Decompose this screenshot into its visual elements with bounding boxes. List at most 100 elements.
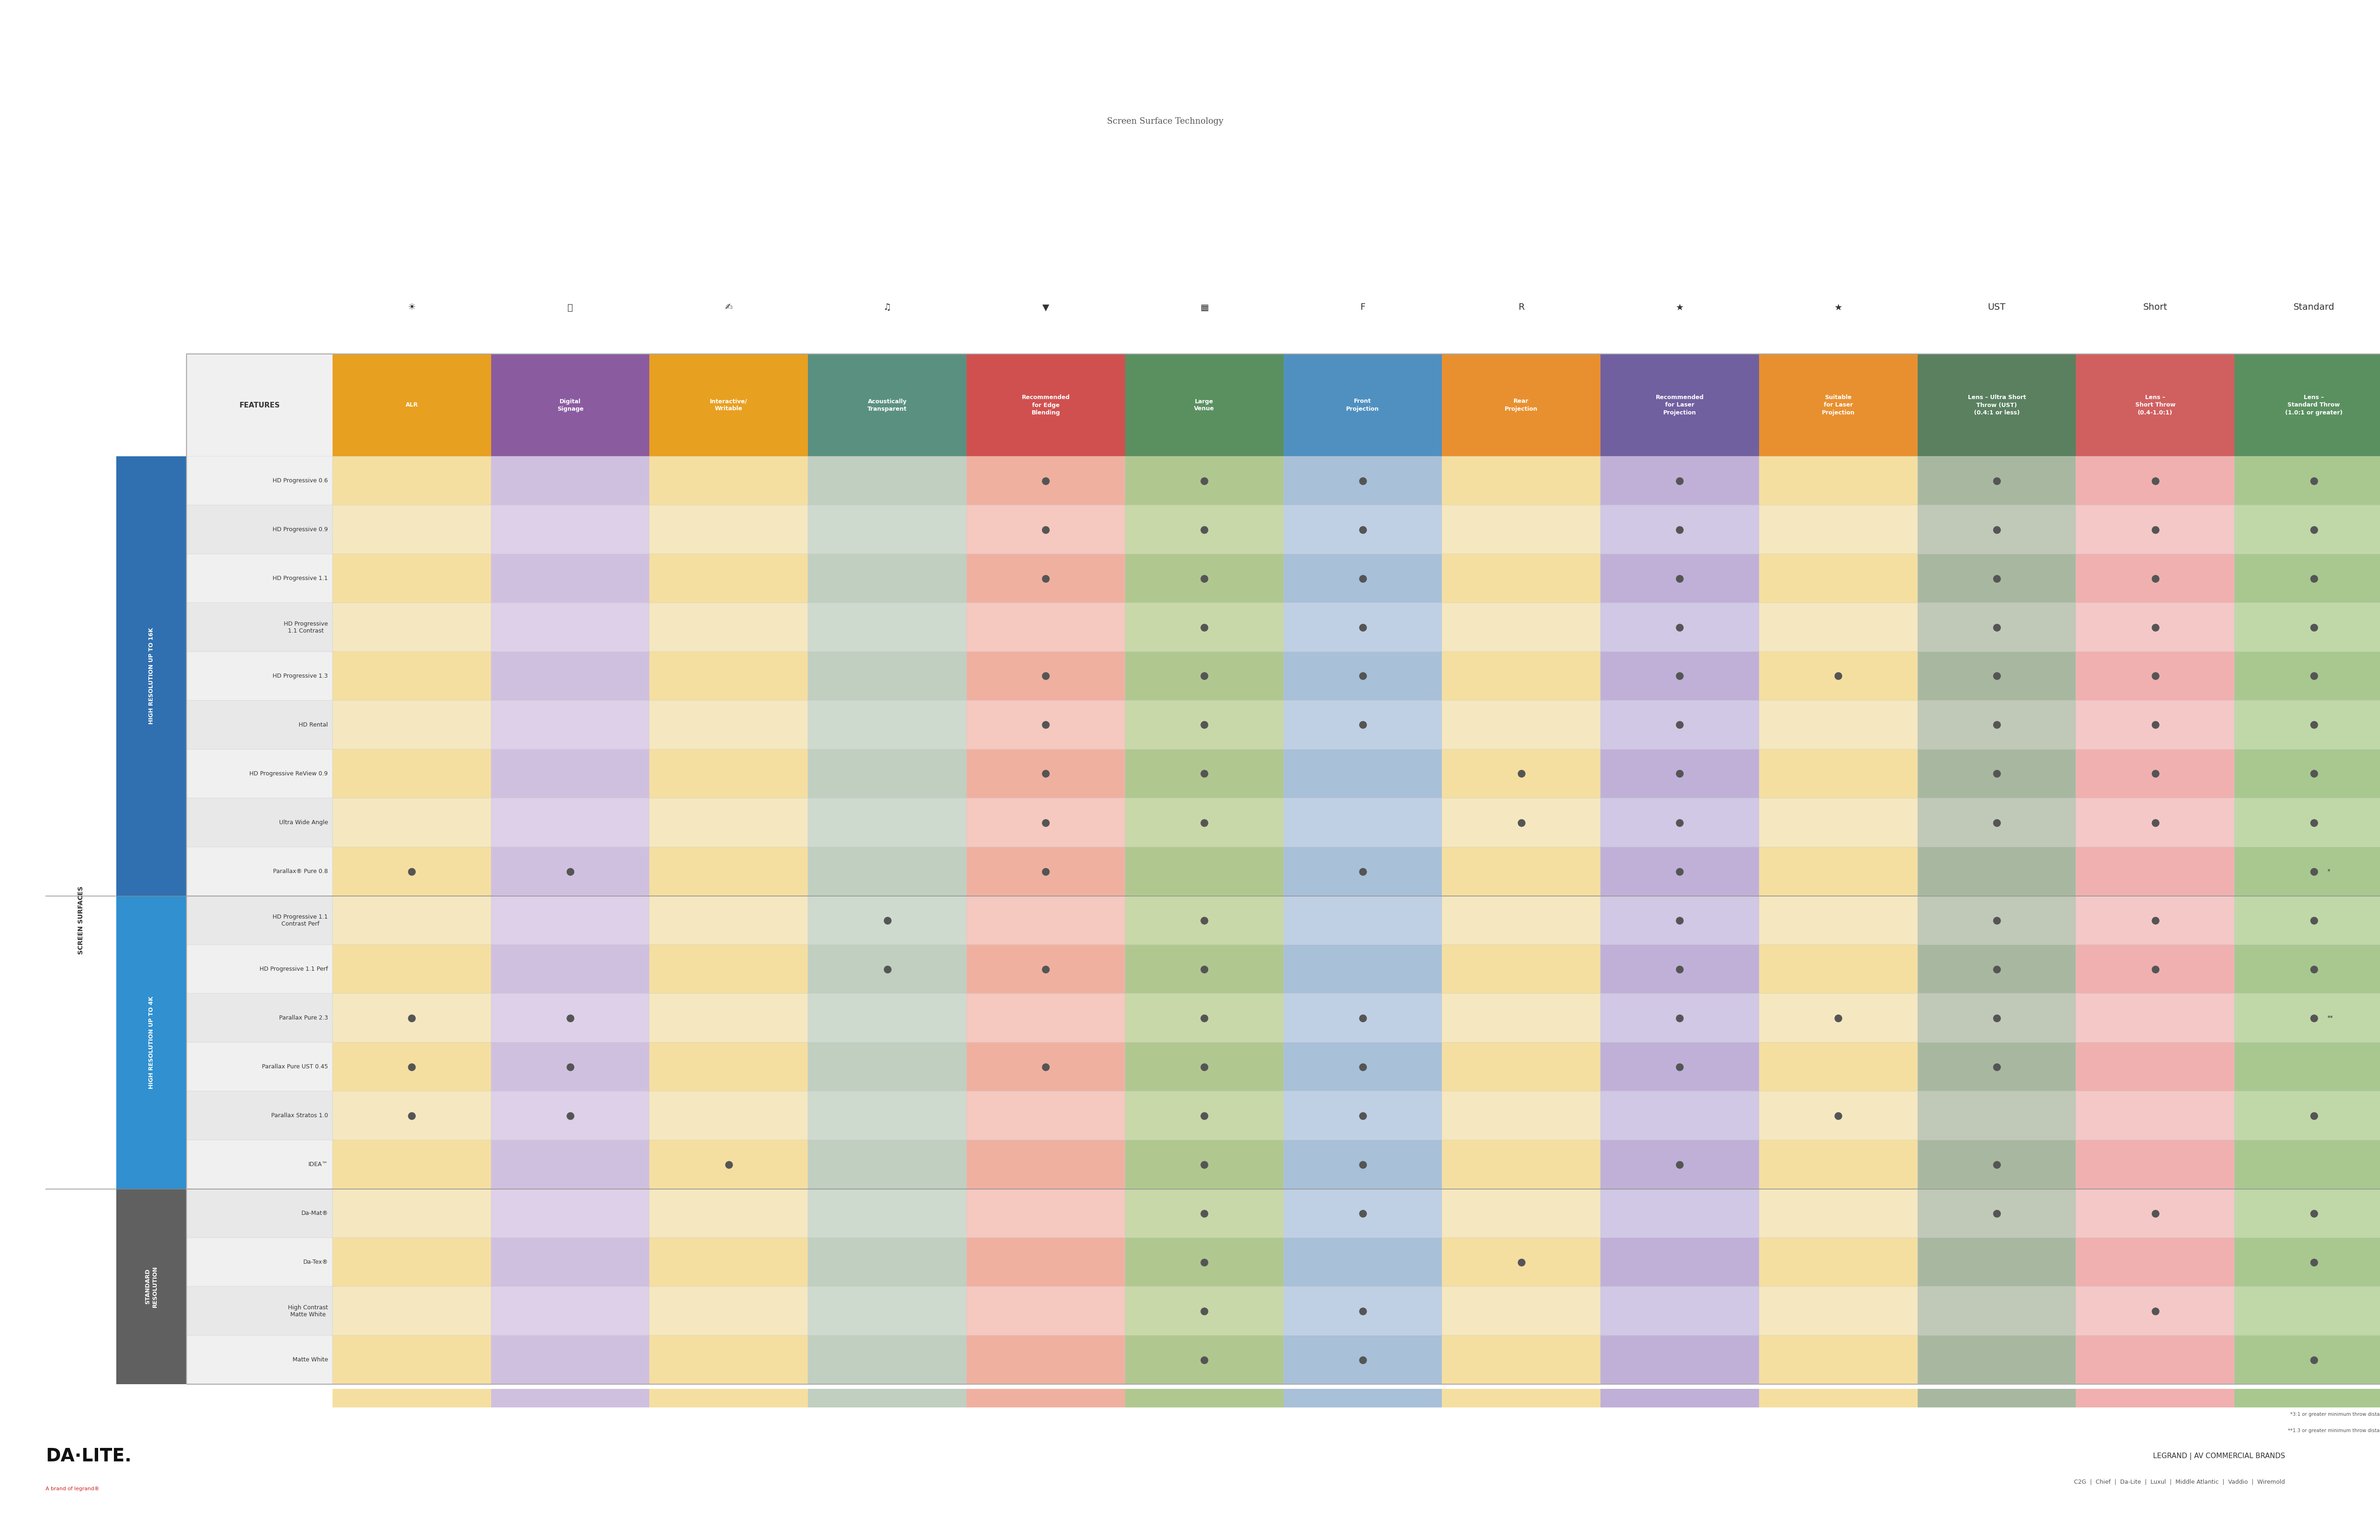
Text: DA·LITE.: DA·LITE. [45, 1448, 131, 1465]
Bar [1126, 1335, 1283, 1384]
Bar [490, 354, 650, 456]
Bar [1283, 554, 1442, 602]
Point [1185, 614, 1223, 639]
Bar [186, 1140, 333, 1189]
Bar [2235, 896, 2380, 944]
Bar [1442, 554, 1599, 602]
Point [1185, 1152, 1223, 1177]
Bar [117, 456, 186, 896]
Bar [186, 701, 333, 750]
Bar [650, 1335, 807, 1384]
Bar [650, 554, 807, 602]
Bar [2075, 1238, 2235, 1286]
Text: *: * [2328, 869, 2330, 875]
Bar [1283, 1140, 1442, 1189]
Bar [807, 1389, 966, 1408]
Text: F: F [1359, 303, 1366, 313]
Bar [186, 651, 333, 701]
Point [1185, 664, 1223, 688]
Text: Ultra Wide Angle: Ultra Wide Angle [278, 819, 328, 825]
Point [1661, 664, 1699, 688]
Bar [1918, 944, 2075, 993]
Point [1026, 517, 1064, 542]
Bar [1126, 896, 1283, 944]
Text: HIGH RESOLUTION UP TO 16K: HIGH RESOLUTION UP TO 16K [148, 628, 155, 724]
Bar [1126, 505, 1283, 554]
Point [1978, 713, 2016, 738]
Bar [1918, 1092, 2075, 1140]
Bar [1918, 993, 2075, 1043]
Bar [807, 847, 966, 896]
Bar [2235, 554, 2380, 602]
Point [1345, 567, 1383, 591]
Text: Front
Projection: Front Projection [1347, 399, 1380, 411]
Text: Lens –
Standard Throw
(1.0:1 or greater): Lens – Standard Throw (1.0:1 or greater) [2285, 394, 2342, 416]
Point [1978, 614, 2016, 639]
Text: High Contrast
Matte White: High Contrast Matte White [288, 1304, 328, 1317]
Bar [2075, 1286, 2235, 1335]
Text: Parallax Pure 2.3: Parallax Pure 2.3 [278, 1015, 328, 1021]
Bar [1759, 1238, 1918, 1286]
Point [1345, 859, 1383, 884]
Text: HD Progressive 0.9: HD Progressive 0.9 [274, 527, 328, 533]
Bar [1283, 505, 1442, 554]
Bar [1759, 847, 1918, 896]
Bar [1442, 847, 1599, 896]
Point [1345, 1055, 1383, 1080]
Bar [650, 602, 807, 651]
Bar [333, 1092, 490, 1140]
Text: Lens – Ultra Short
Throw (UST)
(0.4:1 or less): Lens – Ultra Short Throw (UST) (0.4:1 or… [1968, 394, 2025, 416]
Bar [1442, 651, 1599, 701]
Point [1978, 567, 2016, 591]
Bar [650, 701, 807, 750]
Bar [1918, 1189, 2075, 1238]
Bar [966, 1140, 1126, 1189]
Bar [1283, 1043, 1442, 1092]
Bar [1126, 1286, 1283, 1335]
Bar [1442, 1238, 1599, 1286]
Point [1026, 713, 1064, 738]
Bar [2235, 1140, 2380, 1189]
Bar [1126, 993, 1283, 1043]
Bar [186, 1189, 333, 1238]
Point [1185, 956, 1223, 981]
Bar [2235, 993, 2380, 1043]
Bar [650, 354, 807, 456]
Bar [186, 847, 333, 896]
Bar [807, 701, 966, 750]
Text: HD Progressive 1.3: HD Progressive 1.3 [274, 673, 328, 679]
Point [1185, 567, 1223, 591]
Bar [1599, 993, 1759, 1043]
Bar [1918, 354, 2075, 456]
Bar [2235, 1092, 2380, 1140]
Text: Matte White: Matte White [293, 1357, 328, 1363]
Point [1978, 468, 2016, 493]
Bar [650, 456, 807, 505]
Bar [1126, 944, 1283, 993]
Bar [186, 354, 2380, 1384]
Point [1345, 1201, 1383, 1226]
Bar [1759, 602, 1918, 651]
Bar [1442, 944, 1599, 993]
Bar [807, 944, 966, 993]
Text: HD Progressive 1.1
Contrast Perf: HD Progressive 1.1 Contrast Perf [274, 913, 328, 927]
Bar [966, 505, 1126, 554]
Bar [1442, 1140, 1599, 1189]
Bar [1126, 1140, 1283, 1189]
Point [2137, 909, 2175, 933]
Bar [1918, 651, 2075, 701]
Point [1978, 1006, 2016, 1030]
Bar [1599, 1043, 1759, 1092]
Bar [2235, 847, 2380, 896]
Point [1978, 1201, 2016, 1226]
Point [1661, 761, 1699, 785]
Text: Da-Mat®: Da-Mat® [302, 1210, 328, 1217]
Point [1502, 761, 1540, 785]
Point [709, 1152, 747, 1177]
Bar [1283, 602, 1442, 651]
Bar [2075, 456, 2235, 505]
Bar [186, 1092, 333, 1140]
Bar [1442, 1286, 1599, 1335]
Bar [333, 993, 490, 1043]
Bar [1126, 1043, 1283, 1092]
